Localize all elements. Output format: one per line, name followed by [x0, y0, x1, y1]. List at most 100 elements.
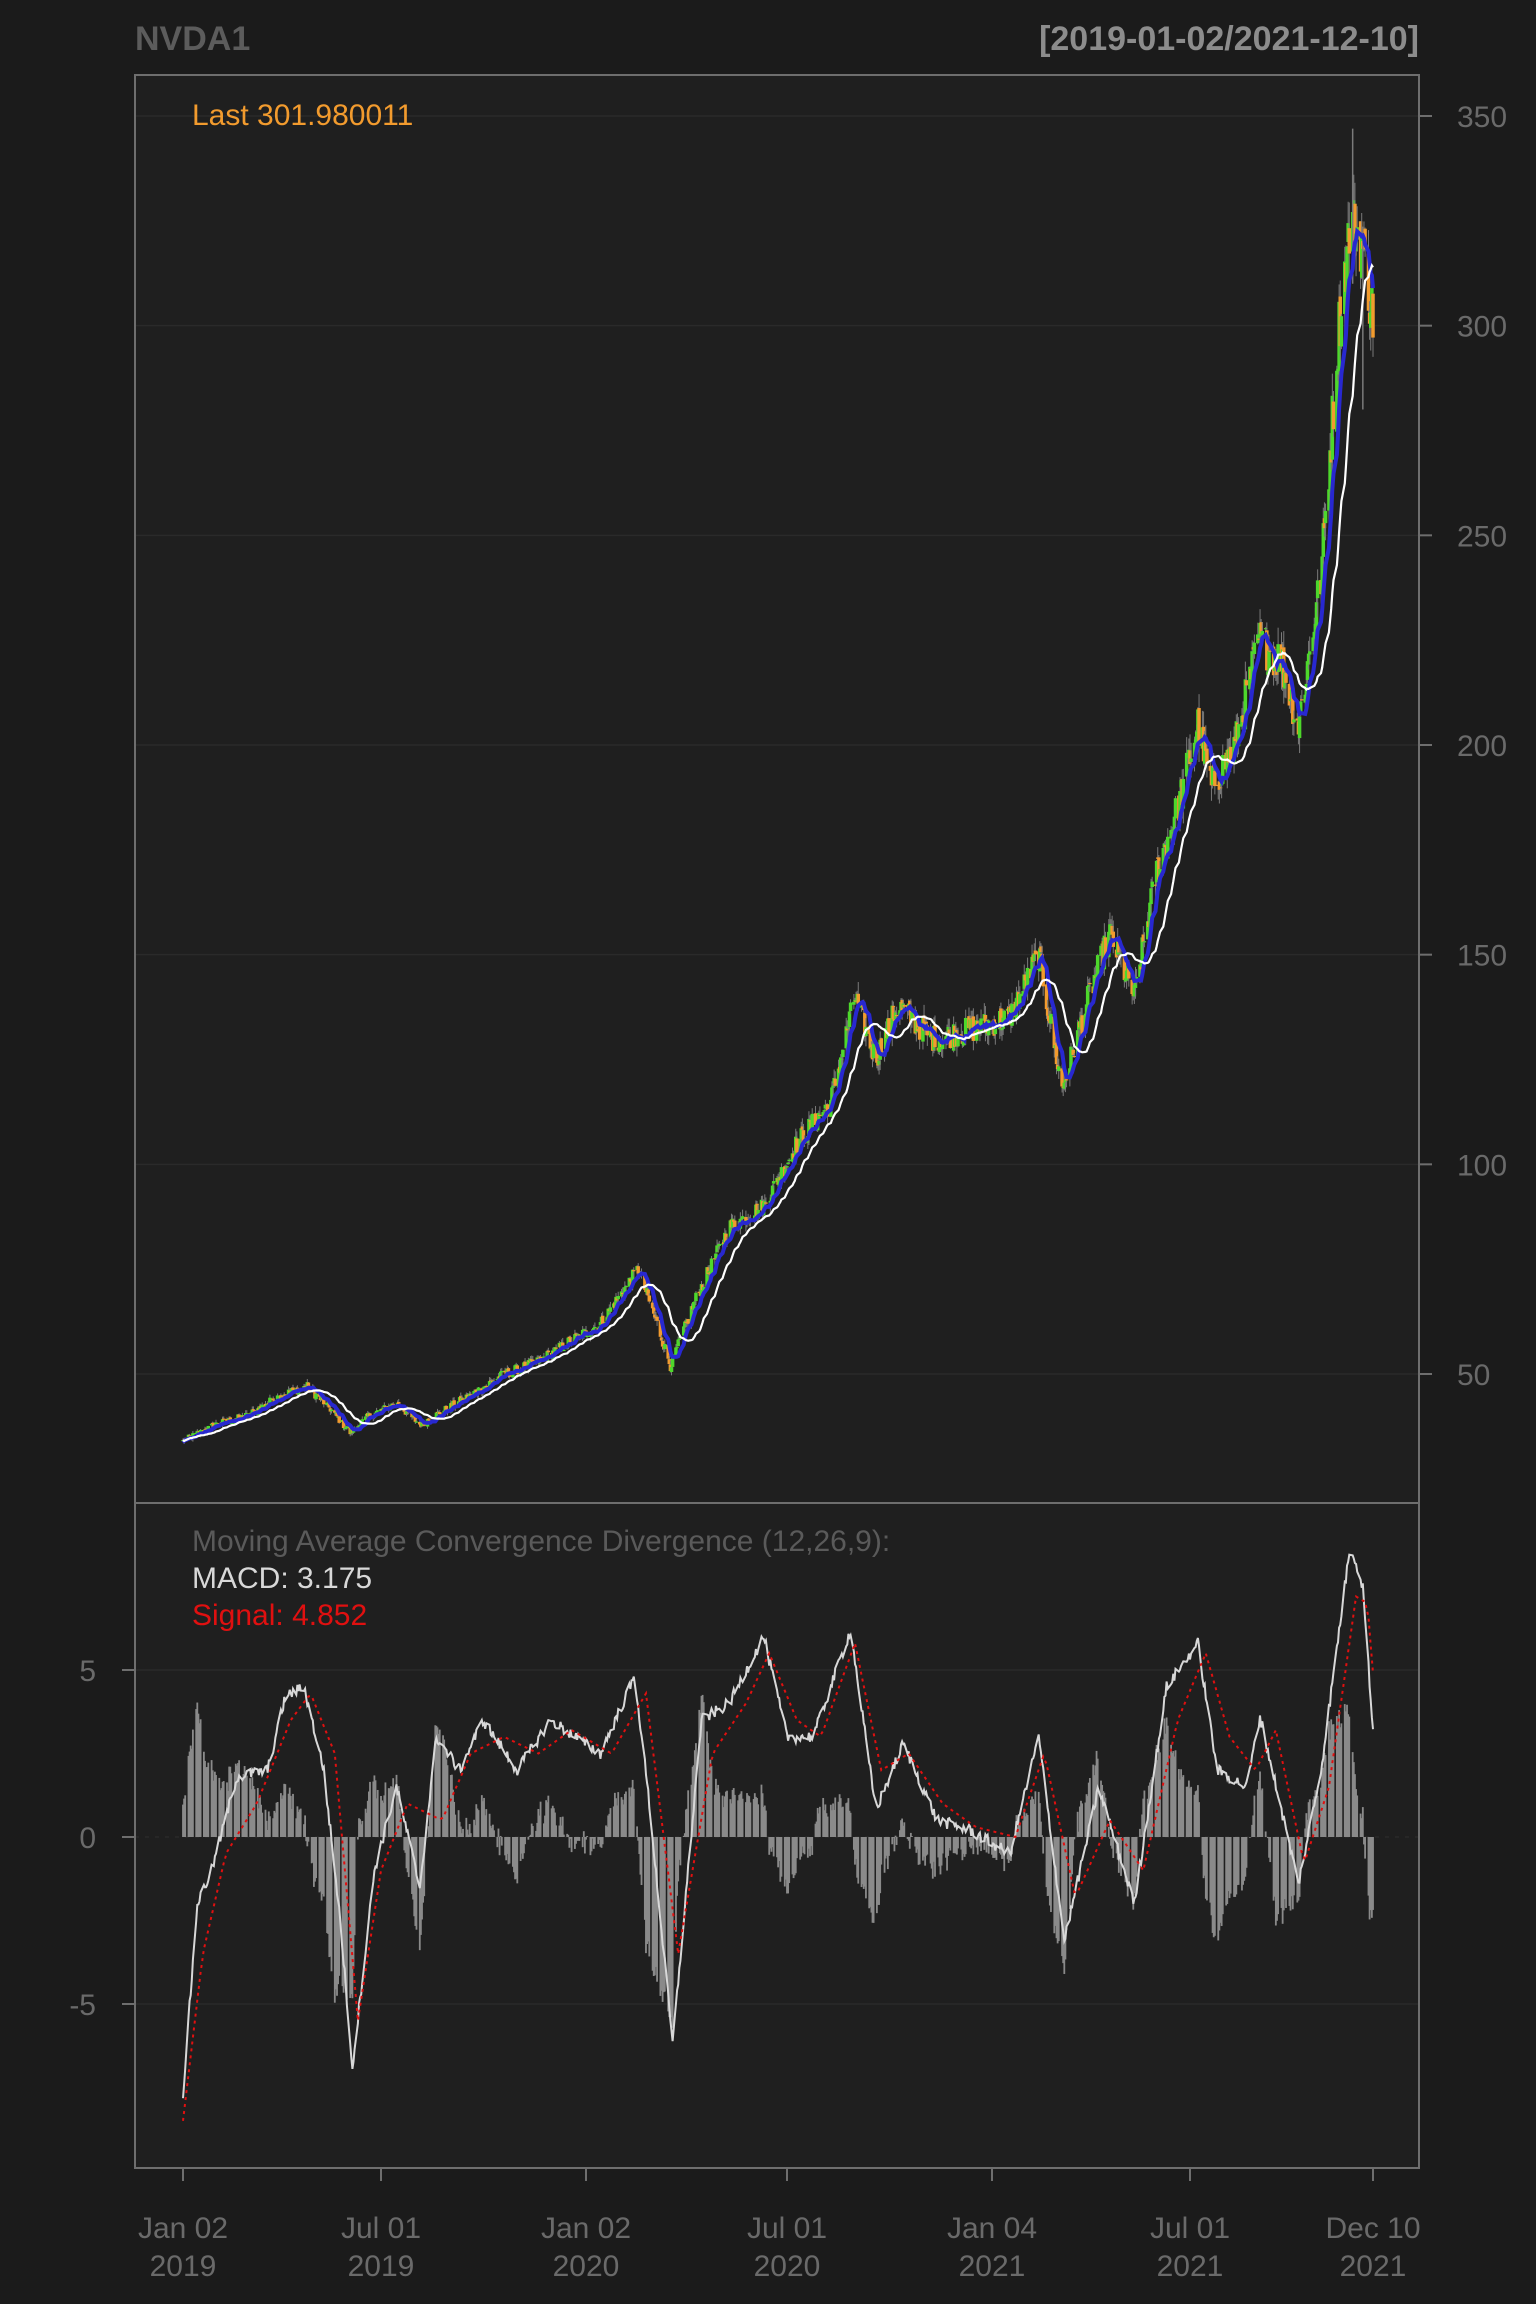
macd-histogram-bar: [845, 1803, 848, 1837]
macd-histogram-bar: [243, 1766, 246, 1837]
macd-histogram-bar: [961, 1837, 964, 1861]
macd-histogram-bar: [1268, 1837, 1270, 1858]
x-tick-label-year: 2019: [150, 2250, 217, 2283]
macd-histogram-bar: [288, 1787, 291, 1837]
macd-histogram-bar: [1260, 1790, 1263, 1837]
macd-histogram-bar: [327, 1837, 330, 1934]
macd-histogram-bar: [948, 1837, 951, 1848]
candle: [887, 1018, 891, 1036]
macd-histogram-bar: [1100, 1780, 1102, 1837]
macd-histogram-bar: [923, 1837, 925, 1857]
macd-histogram-bar: [229, 1766, 232, 1837]
macd-histogram-bar: [1124, 1837, 1127, 1883]
candle: [786, 1161, 790, 1165]
macd-histogram-bar: [521, 1837, 524, 1859]
macd-histogram-bar: [1123, 1837, 1126, 1870]
macd-histogram-bar: [318, 1837, 321, 1893]
candle: [787, 1158, 791, 1164]
macd-histogram-bar: [655, 1837, 657, 1967]
macd-histogram-bar: [504, 1837, 507, 1856]
macd-histogram-bar: [511, 1837, 514, 1867]
macd-histogram-bar: [252, 1785, 255, 1837]
macd-histogram-bar: [542, 1823, 545, 1837]
macd-histogram-bar: [814, 1823, 817, 1837]
candle: [818, 1106, 822, 1117]
macd-histogram-bar: [1092, 1764, 1095, 1837]
macd-histogram-bar: [384, 1782, 387, 1837]
macd-histogram-bar: [1109, 1837, 1111, 1839]
macd-histogram-bar: [667, 1837, 670, 2012]
macd-histogram-bar: [907, 1837, 910, 1841]
price-y-tick-label: 50: [1457, 1359, 1490, 1392]
macd-histogram-bar: [817, 1813, 820, 1837]
macd-histogram-bar: [1022, 1820, 1025, 1837]
macd-histogram-bar: [1182, 1775, 1185, 1837]
macd-histogram-bar: [358, 1818, 360, 1837]
macd-histogram-bar: [1193, 1794, 1196, 1837]
macd-histogram-bar: [922, 1837, 924, 1861]
macd-histogram-bar: [839, 1798, 842, 1837]
macd-histogram-bar: [801, 1837, 804, 1847]
macd-histogram-bar: [1062, 1837, 1065, 1964]
macd-histogram-bar: [1194, 1791, 1197, 1837]
macd-histogram-bar: [1166, 1725, 1169, 1837]
macd-y-tick-label: -5: [69, 1989, 96, 2022]
macd-histogram-bar: [1258, 1781, 1260, 1837]
macd-histogram-bar: [444, 1749, 447, 1837]
macd-histogram-bar: [189, 1745, 192, 1837]
macd-histogram-bar: [283, 1783, 286, 1837]
macd-histogram-bar: [1234, 1837, 1237, 1897]
macd-histogram-bar: [972, 1837, 975, 1855]
macd-histogram-bar: [1213, 1837, 1216, 1936]
macd-histogram-bar: [554, 1812, 556, 1837]
macd-histogram-bar: [1352, 1762, 1355, 1837]
macd-histogram-bar: [459, 1826, 462, 1837]
macd-histogram-bar: [690, 1784, 693, 1837]
macd-histogram-bar: [891, 1837, 894, 1845]
macd-histogram-bar: [708, 1767, 711, 1837]
macd-histogram-bar: [242, 1774, 245, 1837]
macd-histogram-bar: [1197, 1785, 1199, 1837]
macd-histogram-bar: [656, 1837, 658, 1982]
macd-histogram-bar: [1256, 1789, 1259, 1837]
macd-histogram-bar: [1110, 1837, 1112, 1846]
macd-histogram-bar: [713, 1794, 716, 1837]
macd-histogram-bar: [458, 1821, 461, 1837]
candle: [1181, 768, 1186, 824]
macd-histogram-bar: [428, 1810, 431, 1837]
x-tick-label-date: Jul 01: [747, 2212, 827, 2245]
macd-histogram-bar: [372, 1781, 375, 1837]
macd-histogram-bar: [1372, 1837, 1374, 1910]
macd-histogram-bar: [752, 1798, 755, 1837]
candle: [694, 1291, 698, 1306]
macd-histogram-bar: [545, 1800, 548, 1837]
macd-histogram-bar: [834, 1797, 837, 1837]
macd-histogram-bar: [823, 1810, 826, 1837]
macd-histogram-bar: [234, 1763, 237, 1837]
macd-histogram-bar: [746, 1793, 748, 1837]
candle: [1154, 859, 1159, 887]
price-y-tick-label: 250: [1457, 520, 1507, 553]
macd-histogram-bar: [608, 1813, 611, 1837]
macd-histogram-bar: [310, 1837, 313, 1864]
macd-histogram-bar: [872, 1837, 875, 1923]
macd-histogram-bar: [806, 1837, 809, 1858]
macd-histogram-bar: [1228, 1837, 1231, 1899]
macd-histogram-bar: [811, 1837, 814, 1855]
macd-histogram-bar: [971, 1837, 974, 1846]
candle: [329, 1408, 334, 1414]
candle: [1306, 640, 1311, 670]
macd-histogram-bar: [1154, 1761, 1157, 1837]
macd-histogram-bar: [1142, 1798, 1145, 1837]
macd-histogram-bar: [1331, 1724, 1334, 1837]
macd-histogram-bar: [1149, 1782, 1151, 1837]
macd-histogram-bar: [1143, 1790, 1146, 1837]
macd-histogram-bar: [575, 1837, 577, 1844]
candle: [1307, 636, 1312, 665]
macd-histogram-bar: [1156, 1760, 1159, 1837]
macd-histogram-bar: [800, 1837, 803, 1857]
macd-histogram-bar: [256, 1788, 259, 1837]
macd-histogram-bar: [1164, 1733, 1167, 1837]
macd-histogram-bar: [685, 1809, 687, 1837]
candle: [600, 1311, 605, 1325]
